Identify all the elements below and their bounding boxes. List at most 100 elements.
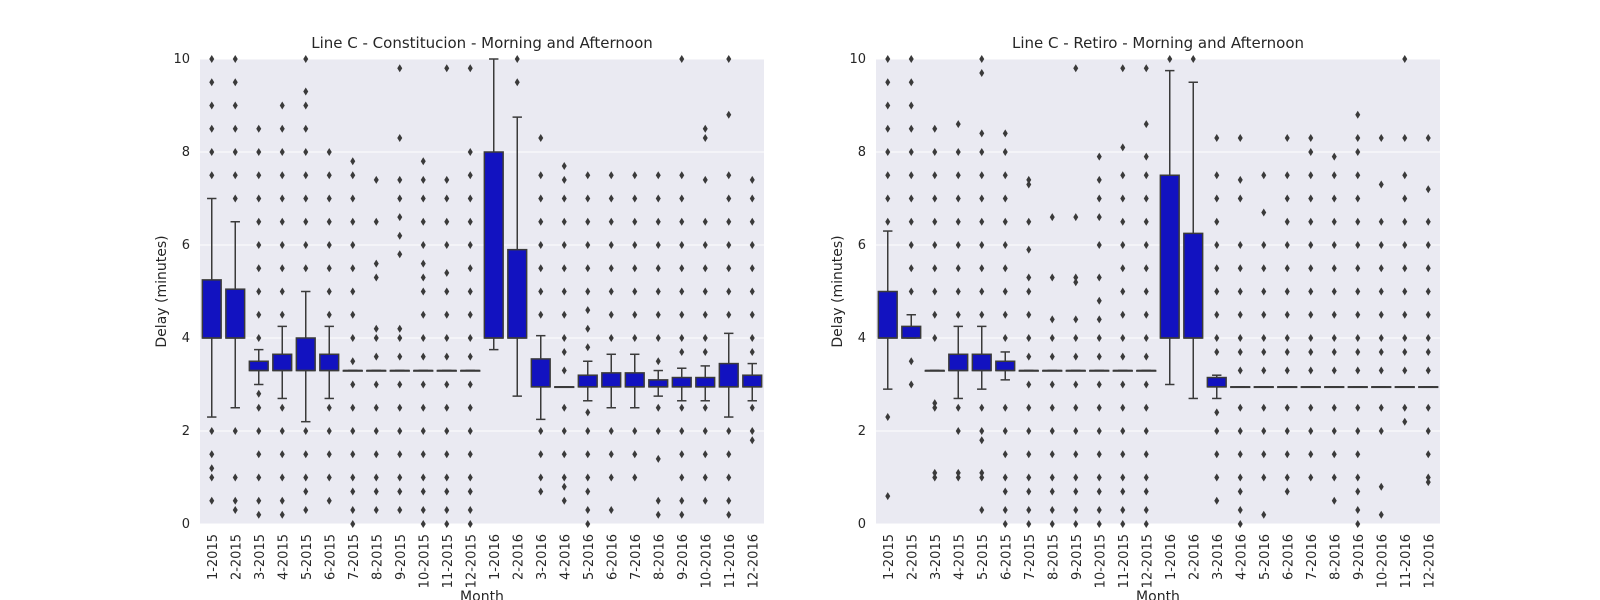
box-body [671, 376, 692, 388]
outlier-point [908, 55, 914, 63]
outlier-point [1355, 134, 1361, 143]
outlier-point [1402, 217, 1408, 226]
outlier-point [467, 310, 473, 319]
outlier-point [373, 273, 379, 282]
outlier-point [1096, 241, 1102, 249]
box-3-2015 [248, 124, 269, 519]
outlier-point [1425, 287, 1431, 296]
outlier-point [538, 473, 544, 482]
outlier-point [1425, 241, 1431, 249]
outlier-point [585, 520, 591, 528]
box-1-2016 [483, 58, 504, 351]
outlier-point [350, 310, 356, 319]
x-tick-label: 11-2016 [1399, 534, 1414, 588]
outlier-point [279, 101, 285, 110]
outlier-point [420, 487, 426, 496]
outlier-point [444, 310, 450, 319]
outlier-point [1190, 55, 1196, 63]
outlier-point [1214, 408, 1220, 417]
outlier-point [932, 334, 938, 342]
outlier-point [1237, 347, 1243, 356]
outlier-point [561, 403, 567, 412]
outlier-point [232, 427, 238, 435]
x-tick-label: 10-2015 [417, 534, 432, 588]
outlier-point [1120, 506, 1126, 515]
outlier-point [1425, 403, 1431, 412]
outlier-point [1049, 450, 1055, 459]
outlier-point [885, 413, 891, 422]
outlier-point [932, 171, 938, 180]
outlier-point [1402, 403, 1408, 412]
outlier-point [279, 124, 285, 133]
outlier-point [1143, 520, 1149, 528]
outlier-point [908, 264, 914, 273]
outlier-point [1284, 287, 1290, 296]
outlier-point [326, 148, 332, 156]
box-body [201, 279, 222, 339]
outlier-point [1425, 217, 1431, 226]
outlier-point [303, 101, 309, 110]
outlier-point [1237, 241, 1243, 249]
outlier-point [1402, 194, 1408, 203]
outlier-point [350, 427, 356, 435]
outlier-point [1049, 427, 1055, 435]
outlier-point [514, 78, 520, 87]
outlier-point [585, 306, 591, 315]
outlier-point [232, 78, 238, 87]
box-2-2016 [507, 55, 528, 397]
outlier-point [1402, 55, 1408, 63]
outlier-point [303, 87, 309, 96]
outlier-point [350, 217, 356, 226]
outlier-point [932, 194, 938, 203]
outlier-point [444, 450, 450, 459]
outlier-point [1002, 487, 1008, 496]
outlier-point [1308, 134, 1314, 143]
outlier-point [467, 380, 473, 389]
box-7-2015 [1018, 175, 1039, 528]
x-tick-label: 11-2015 [441, 534, 456, 588]
outlier-point [397, 427, 403, 435]
outlier-point [749, 217, 755, 226]
outlier-point [608, 473, 614, 482]
outlier-point [1002, 473, 1008, 482]
outlier-point [209, 55, 215, 63]
outlier-point [1049, 403, 1055, 412]
outlier-point [279, 148, 285, 156]
outlier-point [420, 217, 426, 226]
outlier-point [350, 487, 356, 496]
outlier-point [256, 241, 262, 249]
outlier-point [726, 171, 732, 180]
outlier-point [467, 473, 473, 482]
outlier-point [1026, 427, 1032, 435]
x-axis-label: Month [460, 589, 504, 600]
x-tick-label: 10-2016 [699, 534, 714, 588]
outlier-point [655, 194, 661, 203]
outlier-point [1143, 450, 1149, 459]
outlier-point [1073, 506, 1079, 515]
outlier-point [702, 175, 708, 184]
outlier-point [444, 175, 450, 184]
x-tick-label: 3-2015 [929, 534, 944, 580]
outlier-point [1355, 287, 1361, 296]
x-tick-label: 8-2016 [652, 534, 667, 580]
outlier-point [1237, 287, 1243, 296]
outlier-point [326, 217, 332, 226]
outlier-point [955, 427, 961, 435]
outlier-point [397, 231, 403, 240]
box-11-2016 [1394, 55, 1415, 426]
outlier-point [1002, 171, 1008, 180]
box-body [948, 353, 969, 372]
outlier-point [1120, 352, 1126, 361]
outlier-point [955, 217, 961, 226]
outlier-point [350, 264, 356, 273]
outlier-point [467, 264, 473, 273]
outlier-point [326, 473, 332, 482]
box-12-2015 [460, 64, 481, 528]
outlier-point [232, 473, 238, 482]
outlier-point [1355, 403, 1361, 412]
box-10-2015 [413, 157, 434, 528]
outlier-point [420, 334, 426, 342]
outlier-point [1214, 264, 1220, 273]
y-tick-label: 8 [182, 145, 190, 160]
outlier-point [444, 64, 450, 73]
